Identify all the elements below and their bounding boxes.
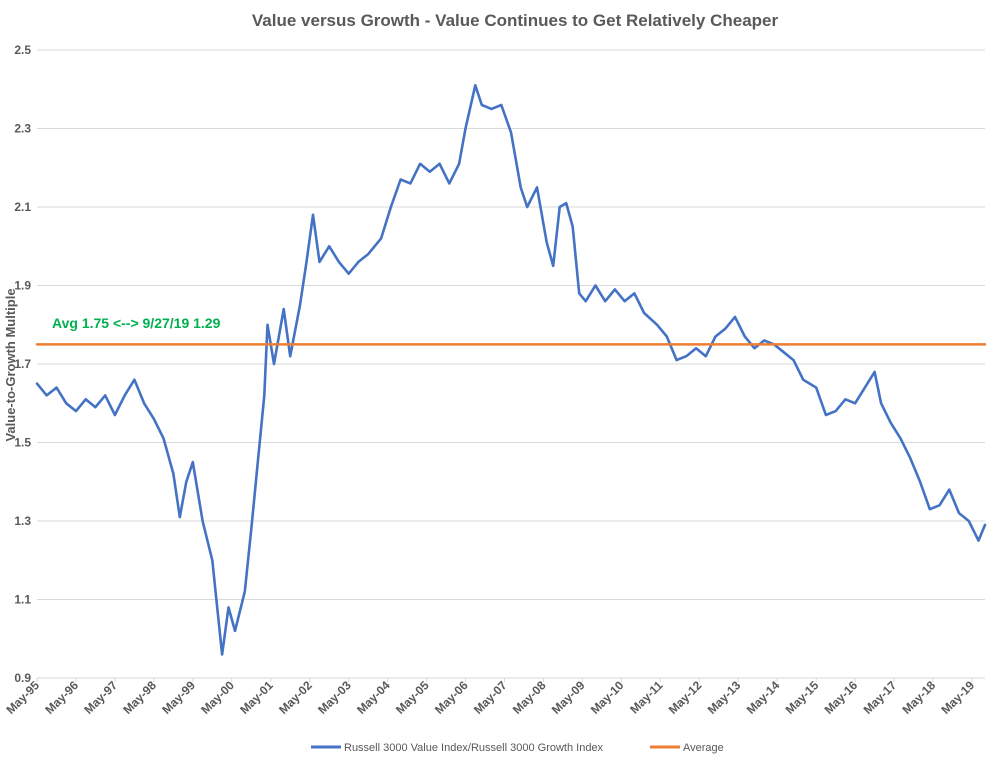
average-annotation: Avg 1.75 <--> 9/27/19 1.29 — [52, 315, 221, 331]
legend-label-average: Average — [683, 742, 724, 754]
y-tick-label: 2.1 — [14, 200, 31, 214]
ratio-series-line — [35, 84, 987, 656]
y-tick-label: 2.5 — [14, 43, 31, 57]
chart-title: Value versus Growth - Value Continues to… — [252, 11, 779, 30]
legend: Russell 3000 Value Index/Russell 3000 Gr… — [311, 742, 724, 754]
y-tick-label: 2.3 — [14, 122, 31, 136]
y-tick-label: 1.3 — [14, 514, 31, 528]
y-tick-label: 1.5 — [14, 436, 31, 450]
y-tick-label: 1.7 — [14, 357, 31, 371]
gridlines — [37, 49, 985, 600]
series-layer — [35, 84, 987, 656]
legend-label-ratio: Russell 3000 Value Index/Russell 3000 Gr… — [344, 742, 604, 754]
y-tick-label: 1.9 — [14, 279, 31, 293]
y-tick-label: 1.1 — [14, 593, 31, 607]
y-axis-label: Value-to-Growth Multiple — [3, 288, 18, 441]
y-axis-ticks: 0.9 1.1 1.3 1.5 1.7 1.9 2.1 2.3 2.5 — [14, 43, 31, 685]
y-tick-label: 0.9 — [14, 671, 31, 685]
